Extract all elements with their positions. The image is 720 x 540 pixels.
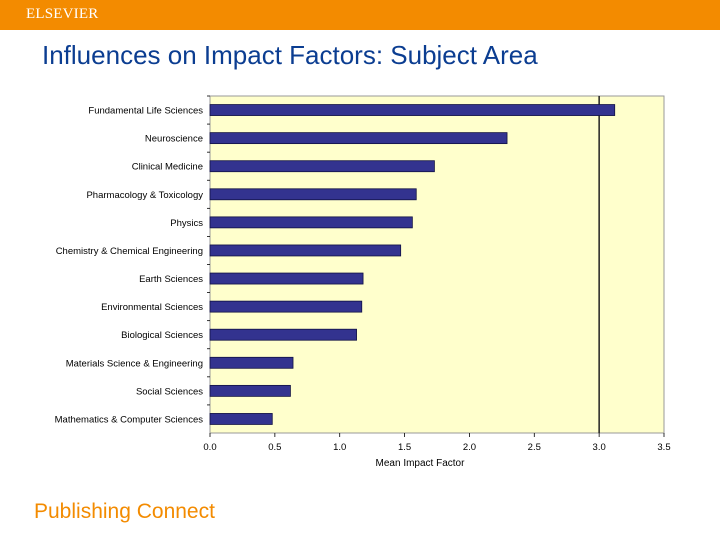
category-label: Fundamental Life Sciences: [88, 106, 203, 117]
bar: [209, 188, 417, 201]
category-label: Environmental Sciences: [101, 302, 203, 313]
category-label: Physics: [170, 218, 203, 229]
category-labels: Fundamental Life Sciences Neuroscience Cli…: [55, 95, 210, 425]
bar: [209, 413, 273, 425]
x-tick-label: 1.5: [398, 442, 411, 453]
bar-chart: Fundamental Life Sciences Neuroscience Cli…: [55, 95, 671, 469]
bar: [209, 272, 364, 285]
bar: [209, 160, 435, 173]
category-label: Clinical Medicine: [132, 162, 203, 173]
category-label: Social Sciences: [136, 386, 203, 397]
bar: [209, 104, 616, 116]
brand-logo: ELSEVIER: [26, 6, 99, 22]
category-label: Materials Science & Engineering: [66, 358, 203, 369]
bar: [209, 328, 357, 341]
x-tick-label: 1.0: [333, 442, 346, 453]
bar: [209, 300, 363, 313]
category-label: Neuroscience: [145, 134, 203, 145]
footer-brand: Publishing Connect: [34, 500, 215, 523]
bar: [209, 216, 413, 229]
bar: [209, 244, 402, 257]
bar: [209, 132, 508, 145]
category-label: Mathematics & Computer Sciences: [55, 414, 204, 425]
bars: [209, 104, 616, 425]
x-tick-label: 0.0: [203, 442, 216, 453]
category-label: Chemistry & Chemical Engineering: [56, 246, 203, 257]
x-tick-labels: 0.0 0.5 1.0 1.5 2.0 2.5 3.0 3.5: [203, 433, 671, 453]
bar: [209, 356, 294, 369]
category-label: Biological Sciences: [121, 330, 203, 341]
x-tick-label: 0.5: [268, 442, 281, 453]
x-axis-title: Mean Impact Factor: [376, 458, 466, 469]
x-tick-label: 2.5: [528, 442, 541, 453]
x-tick-label: 2.0: [463, 442, 476, 453]
plot-area: [209, 95, 665, 434]
slide-title: Influences on Impact Factors: Subject Ar…: [42, 40, 538, 70]
x-tick-label: 3.5: [657, 442, 670, 453]
header-bar: ELSEVIER: [0, 0, 720, 30]
x-tick-label: 3.0: [593, 442, 606, 453]
category-label: Pharmacology & Toxicology: [86, 190, 203, 201]
category-label: Earth Sciences: [139, 274, 203, 285]
bar: [209, 384, 291, 397]
